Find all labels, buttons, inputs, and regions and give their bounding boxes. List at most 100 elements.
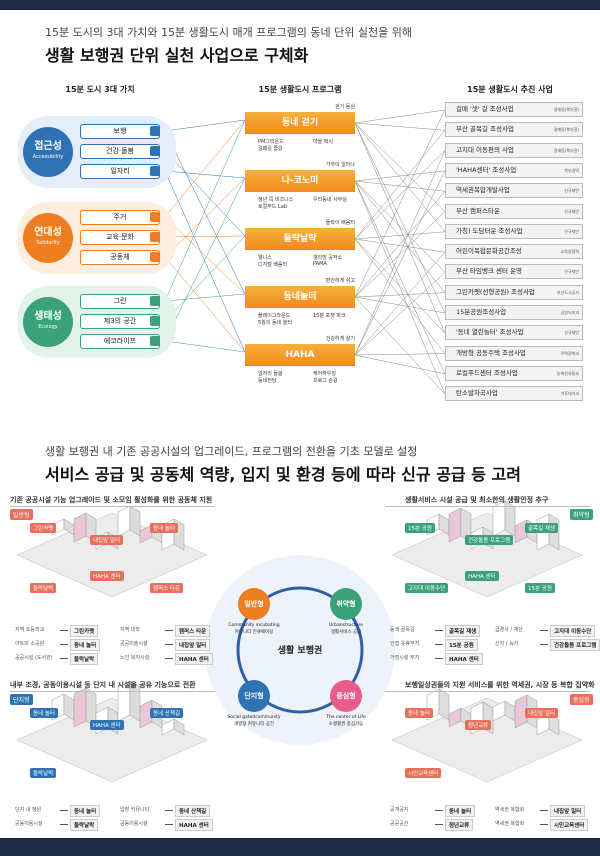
project-name: '동네 열린놀터' 조성사업: [456, 328, 524, 337]
project-tag: 신규제안: [564, 330, 579, 336]
program-item: 로컬푸드 Lab: [258, 204, 288, 210]
row-to: 청년교류: [445, 819, 474, 831]
project-tag: 기후대기과: [560, 391, 579, 397]
row-from: 단지 내 정원: [15, 807, 42, 813]
row-to: 동네 놀터: [70, 805, 101, 817]
top-bar: [0, 0, 600, 10]
connector: [354, 122, 446, 232]
project: 걸매 '샛' 길 조성사업 걸매동(북부권): [445, 102, 583, 117]
row-from: 공동이용시설: [120, 821, 148, 827]
project-name: 로컬푸드센터 조성사업: [456, 368, 518, 377]
row-arrow: [60, 658, 68, 659]
row-from: 역세권 복합화: [495, 807, 525, 813]
column-header: 15분 도시 3대 가치: [65, 85, 135, 94]
row-to: HAHA 센터: [445, 653, 483, 665]
quadrant-badge: 취약형: [570, 509, 593, 520]
program-item: 일자리 돌봄: [258, 371, 283, 377]
project: 고지대 이동편의 사업 걸매동(북부권): [445, 142, 583, 158]
program-item: 케어하우징: [313, 371, 337, 377]
map-label: 청년교류: [465, 720, 492, 730]
building-side: [504, 500, 516, 537]
connector: [164, 119, 246, 218]
building-side: [438, 513, 450, 536]
project-tag: 걸매동(북부권): [553, 147, 579, 153]
connector: [354, 238, 446, 334]
center-type: 단지형: [238, 680, 270, 712]
row-to: 캠퍼스 타운: [175, 625, 211, 637]
value-item: 그린: [80, 294, 160, 309]
project: 어린이복합문화공간조성 교육청협력: [445, 244, 583, 260]
row-to: 고지대 이동수단: [550, 625, 596, 637]
program-item: PAMA: [313, 261, 327, 267]
connector: [354, 170, 446, 356]
map-label: 동네 놀터: [150, 523, 178, 533]
project: '동네 열린놀터' 조성사업 신규제안: [445, 325, 583, 341]
project: 그린카펫(선형공원) 조성사업 부산도시공사: [445, 284, 583, 300]
item-icon: [150, 252, 160, 262]
connector: [354, 354, 446, 375]
project-tag: 걸매동(북부권): [553, 127, 579, 133]
row-to: 15분 공원: [445, 639, 478, 651]
project-tag: 신규제안: [564, 188, 579, 194]
connector: [164, 130, 246, 295]
project: 개방형 공동주택 조성사업 주택정책과: [445, 345, 583, 361]
program-item: 15분 포켓 파크: [313, 313, 346, 319]
center-type: 중심형: [330, 680, 362, 712]
building-side: [438, 688, 450, 721]
connector: [354, 292, 446, 298]
project-tag: 교육청협력: [560, 249, 579, 255]
project-name: 가칭) 도담터운 조성사업: [456, 226, 523, 235]
connector: [164, 235, 246, 238]
row-to: 내집앞 일터: [550, 805, 586, 817]
value-circle: 연대성 Solidarity: [23, 213, 73, 263]
connector: [164, 177, 246, 342]
bottom-bar: [0, 838, 600, 856]
map-label: 들락날락: [30, 768, 57, 778]
program-tag: 들락이 배움터: [325, 220, 355, 226]
value-item: 교육·문화: [80, 230, 160, 245]
item-icon: [150, 316, 160, 326]
project: 부산 골목길 조성사업 걸매동(북부권): [445, 122, 583, 138]
project-name: 그린카펫(선형공원) 조성사업: [456, 287, 535, 296]
map-label: 건강돌봄 프로그램: [465, 535, 514, 545]
program: 동네 걷기: [245, 112, 355, 134]
project-tag: 부산도시공사: [556, 289, 579, 295]
map-label: HAHA 센터: [90, 571, 124, 581]
program-tag: 건강하게 살기: [325, 336, 355, 342]
connector: [354, 180, 446, 273]
program-item: PM그라운드: [258, 139, 284, 145]
project-tag: 신규제안: [564, 269, 579, 275]
program-item: 동네전담: [258, 378, 277, 384]
quadrant-badge: 중심형: [570, 694, 593, 705]
value-circle: 생태성 Ecology: [23, 297, 73, 347]
connector: [164, 170, 246, 179]
project-name: 15분공원조성사업: [456, 308, 507, 316]
value-en: Accessibility: [32, 154, 64, 160]
row-arrow: [435, 810, 443, 811]
map-label: 동네 놀터: [405, 708, 433, 718]
item-icon: [150, 166, 160, 176]
map-label: 캠퍼스 타운: [150, 583, 184, 593]
quadrant-caption: 기존 공공시설 기능 업그레이드 및 소모임 활성화를 위한 공동체 지원: [10, 496, 213, 504]
project-tag: 걸매동(북부권): [553, 107, 579, 112]
center-type-ko: 생활서비스 공급: [330, 630, 362, 635]
connector: [354, 122, 446, 314]
map-label: 동네 놀터: [30, 708, 58, 718]
map-label: 내집앞 일터: [90, 535, 124, 545]
connector: [164, 340, 246, 353]
map-label: 들락날락: [30, 583, 57, 593]
quadrant-badge: 단지형: [10, 694, 33, 705]
row-arrow: [435, 658, 443, 659]
program-item: 5월의 동네 놀터: [258, 320, 292, 326]
row-from: 입방 커뮤니티: [120, 807, 150, 813]
program-item: 프로그 손길: [313, 378, 338, 384]
project: 부산 타임뱅크 센터 운영 신규제안: [445, 264, 583, 280]
row-from: 산지 / 녹지: [495, 641, 519, 647]
row-arrow: [60, 630, 68, 631]
center-type-ko: 커뮤니티 인큐베이팅: [234, 630, 274, 635]
project-tag: 신규제안: [564, 228, 579, 234]
building-side: [129, 505, 141, 537]
project-name: 부산 골목길 조성사업: [456, 125, 514, 134]
value-en: Solidarity: [36, 240, 60, 246]
row-arrow: [165, 824, 173, 825]
